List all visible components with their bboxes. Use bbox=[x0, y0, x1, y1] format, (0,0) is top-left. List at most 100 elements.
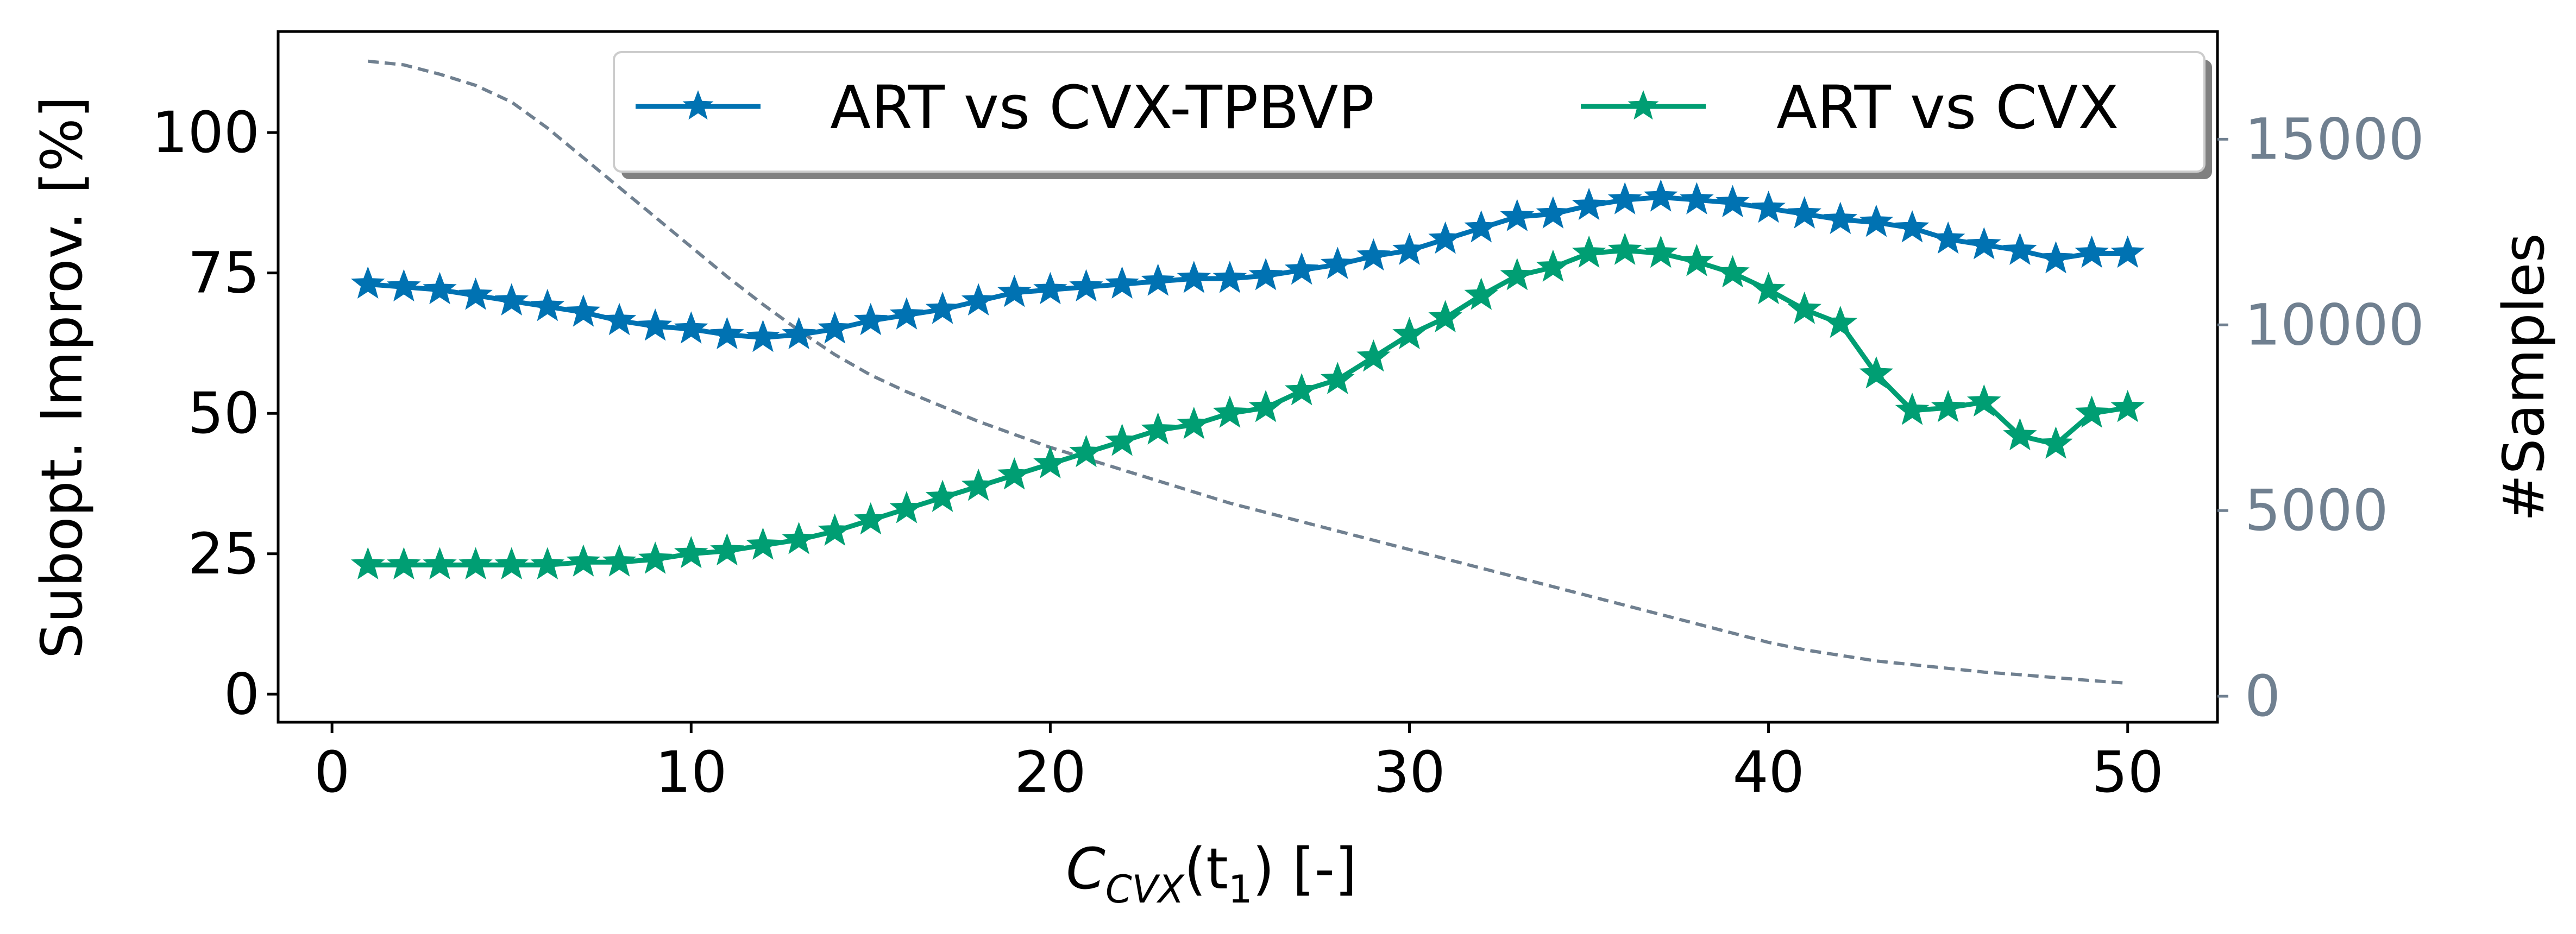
series-2-point bbox=[2039, 426, 2073, 459]
legend: ART vs CVX-TPBVP ART vs CVX bbox=[613, 51, 2212, 179]
legend-label-series2: ART vs CVX bbox=[1776, 73, 2119, 142]
series-2-point bbox=[1931, 390, 1965, 422]
series-2-point bbox=[1248, 390, 1283, 422]
plot-lines bbox=[350, 179, 2145, 580]
series-2-point bbox=[782, 522, 816, 554]
series-1-point bbox=[1643, 179, 1678, 212]
series-1-point bbox=[1607, 182, 1642, 214]
series-2-point bbox=[2003, 418, 2037, 451]
y-right-tick-label: 10000 bbox=[2245, 292, 2424, 358]
y-right-tick-label: 15000 bbox=[2245, 106, 2424, 172]
series-1-point bbox=[2075, 235, 2109, 268]
series-1-point bbox=[602, 302, 637, 336]
series-1-point bbox=[818, 311, 852, 344]
samples-line bbox=[367, 59, 2128, 685]
series-2-point bbox=[638, 541, 673, 574]
series-1-point bbox=[853, 302, 888, 336]
y-right-tick-label: 5000 bbox=[2245, 477, 2389, 544]
series-2 bbox=[350, 232, 2145, 580]
series-1-point bbox=[1105, 266, 1139, 299]
series-2-point bbox=[494, 547, 529, 580]
series-1-point bbox=[1248, 258, 1283, 291]
y-left-tick-label: 50 bbox=[188, 380, 260, 446]
series-2-point bbox=[961, 468, 996, 501]
y-axis-left-ticks: 0 25 50 75 100 bbox=[152, 99, 278, 727]
series-2-point bbox=[1464, 277, 1499, 310]
series-1-point bbox=[423, 272, 457, 305]
series-2-point bbox=[818, 513, 852, 546]
series-1-point bbox=[1177, 261, 1211, 293]
x-axis-ticks: 0 10 20 30 40 50 bbox=[314, 722, 2164, 805]
series-1-point bbox=[1284, 252, 1319, 285]
series-2-point bbox=[674, 535, 708, 569]
series-2-point bbox=[1895, 393, 1930, 425]
series-1-point bbox=[782, 317, 816, 350]
series-1-point bbox=[1895, 210, 1930, 243]
series-2-point bbox=[2075, 395, 2109, 428]
series-1-point bbox=[458, 277, 493, 310]
series-1-point bbox=[350, 266, 385, 299]
series-2-point bbox=[1392, 317, 1427, 350]
series-2-point bbox=[1284, 373, 1319, 406]
series-1-point bbox=[2039, 241, 2073, 274]
series-1-point bbox=[494, 283, 529, 316]
x-tick-label: 30 bbox=[1373, 739, 1445, 805]
series-2-point bbox=[1500, 258, 1535, 291]
x-tick-label: 50 bbox=[2092, 739, 2164, 805]
series-2-point bbox=[1823, 305, 1858, 338]
series-2-point bbox=[1536, 249, 1570, 282]
y-axis-right-title: #Samples bbox=[2491, 233, 2557, 521]
series-1-point bbox=[1069, 269, 1103, 302]
series-2-line bbox=[368, 248, 2128, 567]
series-1-point bbox=[1572, 187, 1606, 220]
y-right-tick-label: 0 bbox=[2245, 663, 2280, 729]
legend-box bbox=[613, 51, 2206, 173]
series-2-point bbox=[1320, 362, 1355, 394]
legend-label-series1: ART vs CVX-TPBVP bbox=[830, 73, 1374, 142]
y-left-tick-label: 25 bbox=[188, 521, 260, 587]
x-tick-label: 20 bbox=[1014, 739, 1086, 805]
samples-series bbox=[367, 59, 2128, 685]
plot-frame bbox=[277, 30, 2219, 724]
series-2-point bbox=[1859, 356, 1894, 389]
series-2-point bbox=[746, 527, 780, 560]
series-2-point bbox=[602, 544, 637, 577]
series-1-point bbox=[2003, 232, 2037, 265]
series-2-point bbox=[1069, 434, 1103, 468]
series-2-point bbox=[566, 544, 601, 577]
series-2-point bbox=[1428, 300, 1462, 333]
series-2-point bbox=[853, 502, 888, 535]
series-1-point bbox=[961, 283, 996, 316]
series-2-point bbox=[1033, 446, 1067, 478]
series-1-point bbox=[1966, 227, 2001, 260]
series-2-point bbox=[1177, 407, 1211, 439]
series-2-point bbox=[1643, 235, 1678, 268]
series-1-point bbox=[1859, 204, 1894, 237]
series-1-point bbox=[1716, 185, 1750, 218]
series-2-point bbox=[1787, 292, 1822, 324]
series-1-point bbox=[997, 275, 1032, 307]
series-1-point bbox=[566, 294, 601, 327]
series-2-point bbox=[423, 547, 457, 580]
series-1-point bbox=[710, 317, 744, 350]
series-1-point bbox=[1787, 196, 1822, 229]
series-1 bbox=[350, 179, 2145, 352]
series-2-point bbox=[1716, 255, 1750, 288]
series-2-point bbox=[1680, 244, 1714, 276]
series-1-point bbox=[1536, 196, 1570, 229]
legend-marker-series2 bbox=[1628, 90, 1659, 120]
x-axis-title: CCVX(t1) [-] bbox=[1066, 836, 1357, 912]
series-2-point bbox=[1572, 235, 1606, 268]
series-1-point bbox=[2110, 235, 2145, 268]
series-2-point bbox=[710, 533, 744, 566]
series-1-point bbox=[1931, 221, 1965, 254]
series-2-point bbox=[997, 457, 1032, 490]
series-2-point bbox=[925, 479, 960, 512]
series-1-point bbox=[1680, 182, 1714, 214]
series-1-point bbox=[638, 308, 673, 341]
series-1-point bbox=[925, 292, 960, 324]
x-tick-label: 40 bbox=[1732, 739, 1804, 805]
series-2-point bbox=[1141, 412, 1176, 445]
legend-marks bbox=[636, 90, 1706, 120]
y-left-tick-label: 0 bbox=[224, 661, 260, 727]
